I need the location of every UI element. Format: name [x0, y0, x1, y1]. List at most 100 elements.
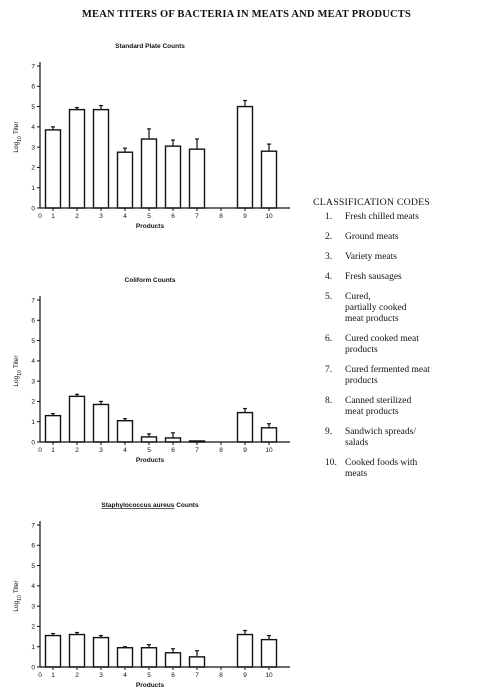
bar [68, 395, 86, 443]
classification-label: Cured fermented meat products [345, 365, 430, 386]
y-tick-label: 4 [31, 124, 35, 131]
y-axis-label-main: Log [13, 141, 20, 152]
classification-item: 2. Ground meats [313, 232, 493, 243]
bar [44, 129, 62, 209]
x-tick-label: 3 [99, 447, 103, 454]
classification-label: Cooked foods with meats [345, 458, 418, 479]
classification-label: Ground meats [345, 232, 399, 242]
y-tick-label: 5 [31, 563, 35, 570]
bar [140, 436, 158, 443]
y-tick-label: 4 [31, 358, 35, 365]
x-tick-label-zero: 0 [38, 447, 42, 454]
bar [92, 636, 110, 668]
y-axis-label-main: Log [13, 375, 20, 386]
x-tick-label: 5 [147, 447, 151, 454]
x-tick-label: 1 [51, 672, 55, 679]
bar [44, 414, 62, 443]
bar [140, 138, 158, 209]
y-tick-label: 2 [31, 399, 35, 406]
y-axis-label-main: Log [13, 600, 20, 611]
x-tick-label: 2 [75, 213, 79, 220]
page-title: MEAN TITERS OF BACTERIA IN MEATS AND MEA… [81, 9, 412, 20]
y-axis-label-sub: 10 [17, 595, 23, 601]
x-tick-label: 4 [123, 213, 127, 220]
chart-standard-plate-counts: Standard Plate Counts01234567Log10Titer0… [13, 43, 290, 230]
y-axis-label: Log10Titer [13, 580, 23, 612]
bar [68, 108, 86, 209]
y-tick-label: 3 [31, 378, 35, 385]
classification-item: 4. Fresh sausages [313, 272, 493, 283]
chart-title: Coliform Counts [125, 277, 176, 284]
classification-label: Cured, partially cooked meat products [345, 292, 407, 324]
classification-number: 5. [325, 292, 333, 302]
chart-title-rest: Counts [174, 502, 199, 509]
x-axis-label: Products [136, 223, 165, 230]
chart-staphylococcus-aureus-counts: Staphylococcus aureus Counts01234567Log1… [13, 502, 290, 689]
x-tick-label: 10 [265, 447, 273, 454]
x-tick-label: 6 [171, 447, 175, 454]
x-tick-label: 1 [51, 213, 55, 220]
x-tick-label: 5 [147, 213, 151, 220]
y-axis-label-tail: Titer [13, 121, 20, 135]
bar [92, 108, 110, 209]
x-tick-label: 10 [265, 672, 273, 679]
classification-item: 9. Sandwich spreads/ salads [313, 427, 493, 449]
bar [236, 411, 254, 443]
classification-number: 10. [325, 458, 337, 468]
bar [236, 105, 254, 209]
x-tick-label: 5 [147, 672, 151, 679]
classification-title: CLASSIFICATION CODES [313, 197, 430, 208]
y-tick-label: 6 [31, 84, 35, 91]
classification-number: 2. [325, 232, 333, 242]
classification-item: 8. Canned sterilized meat products [313, 396, 493, 418]
x-tick-label: 8 [219, 672, 223, 679]
y-tick-label: 0 [31, 664, 35, 671]
x-tick-label: 10 [265, 213, 273, 220]
x-tick-label: 3 [99, 213, 103, 220]
bar [260, 638, 278, 668]
bar [140, 647, 158, 668]
bar [188, 148, 206, 209]
y-axis-label: Log10Titer [13, 355, 23, 387]
y-tick-label: 7 [31, 297, 35, 304]
classification-codes: CLASSIFICATION CODES 1. Fresh chilled mea… [313, 197, 493, 480]
x-tick-label-zero: 0 [38, 213, 42, 220]
x-axis-label: Products [136, 682, 165, 689]
x-tick-label: 7 [195, 447, 199, 454]
y-tick-label: 7 [31, 522, 35, 529]
y-tick-label: 4 [31, 583, 35, 590]
x-tick-label: 6 [171, 213, 175, 220]
bar [92, 403, 110, 443]
x-tick-label: 7 [195, 213, 199, 220]
bar [116, 151, 134, 209]
chart-title-italic-part: Staphylococcus aureus [101, 502, 174, 509]
classification-label: Cured cooked meat products [345, 334, 419, 355]
x-tick-label-zero: 0 [38, 672, 42, 679]
y-tick-label: 2 [31, 624, 35, 631]
bar [116, 419, 134, 443]
classification-label: Fresh chilled meats [345, 212, 419, 222]
classification-number: 7. [325, 365, 333, 375]
y-tick-label: 3 [31, 144, 35, 151]
classification-label: Canned sterilized meat products [345, 396, 412, 417]
bar [236, 633, 254, 668]
x-tick-label: 4 [123, 672, 127, 679]
classification-list: 1. Fresh chilled meats 2. Ground meats 3. Var… [313, 212, 493, 480]
x-tick-label: 2 [75, 447, 79, 454]
classification-item: 1. Fresh chilled meats [313, 212, 493, 223]
bar [164, 145, 182, 209]
x-tick-label: 9 [243, 447, 247, 454]
classification-number: 3. [325, 252, 333, 262]
y-tick-label: 1 [31, 185, 35, 192]
classification-number: 6. [325, 334, 333, 344]
classification-item: 6. Cured cooked meat products [313, 334, 493, 356]
chart-title: Staphylococcus aureus Counts [101, 502, 199, 509]
x-axis-label: Products [136, 457, 165, 464]
y-tick-label: 6 [31, 543, 35, 550]
classification-number: 1. [325, 212, 333, 222]
y-tick-label: 1 [31, 644, 35, 651]
y-axis-label-tail: Titer [13, 355, 20, 369]
bar [164, 652, 182, 668]
bar [260, 427, 278, 443]
classification-item: 5. Cured, partially cooked meat products [313, 292, 493, 325]
